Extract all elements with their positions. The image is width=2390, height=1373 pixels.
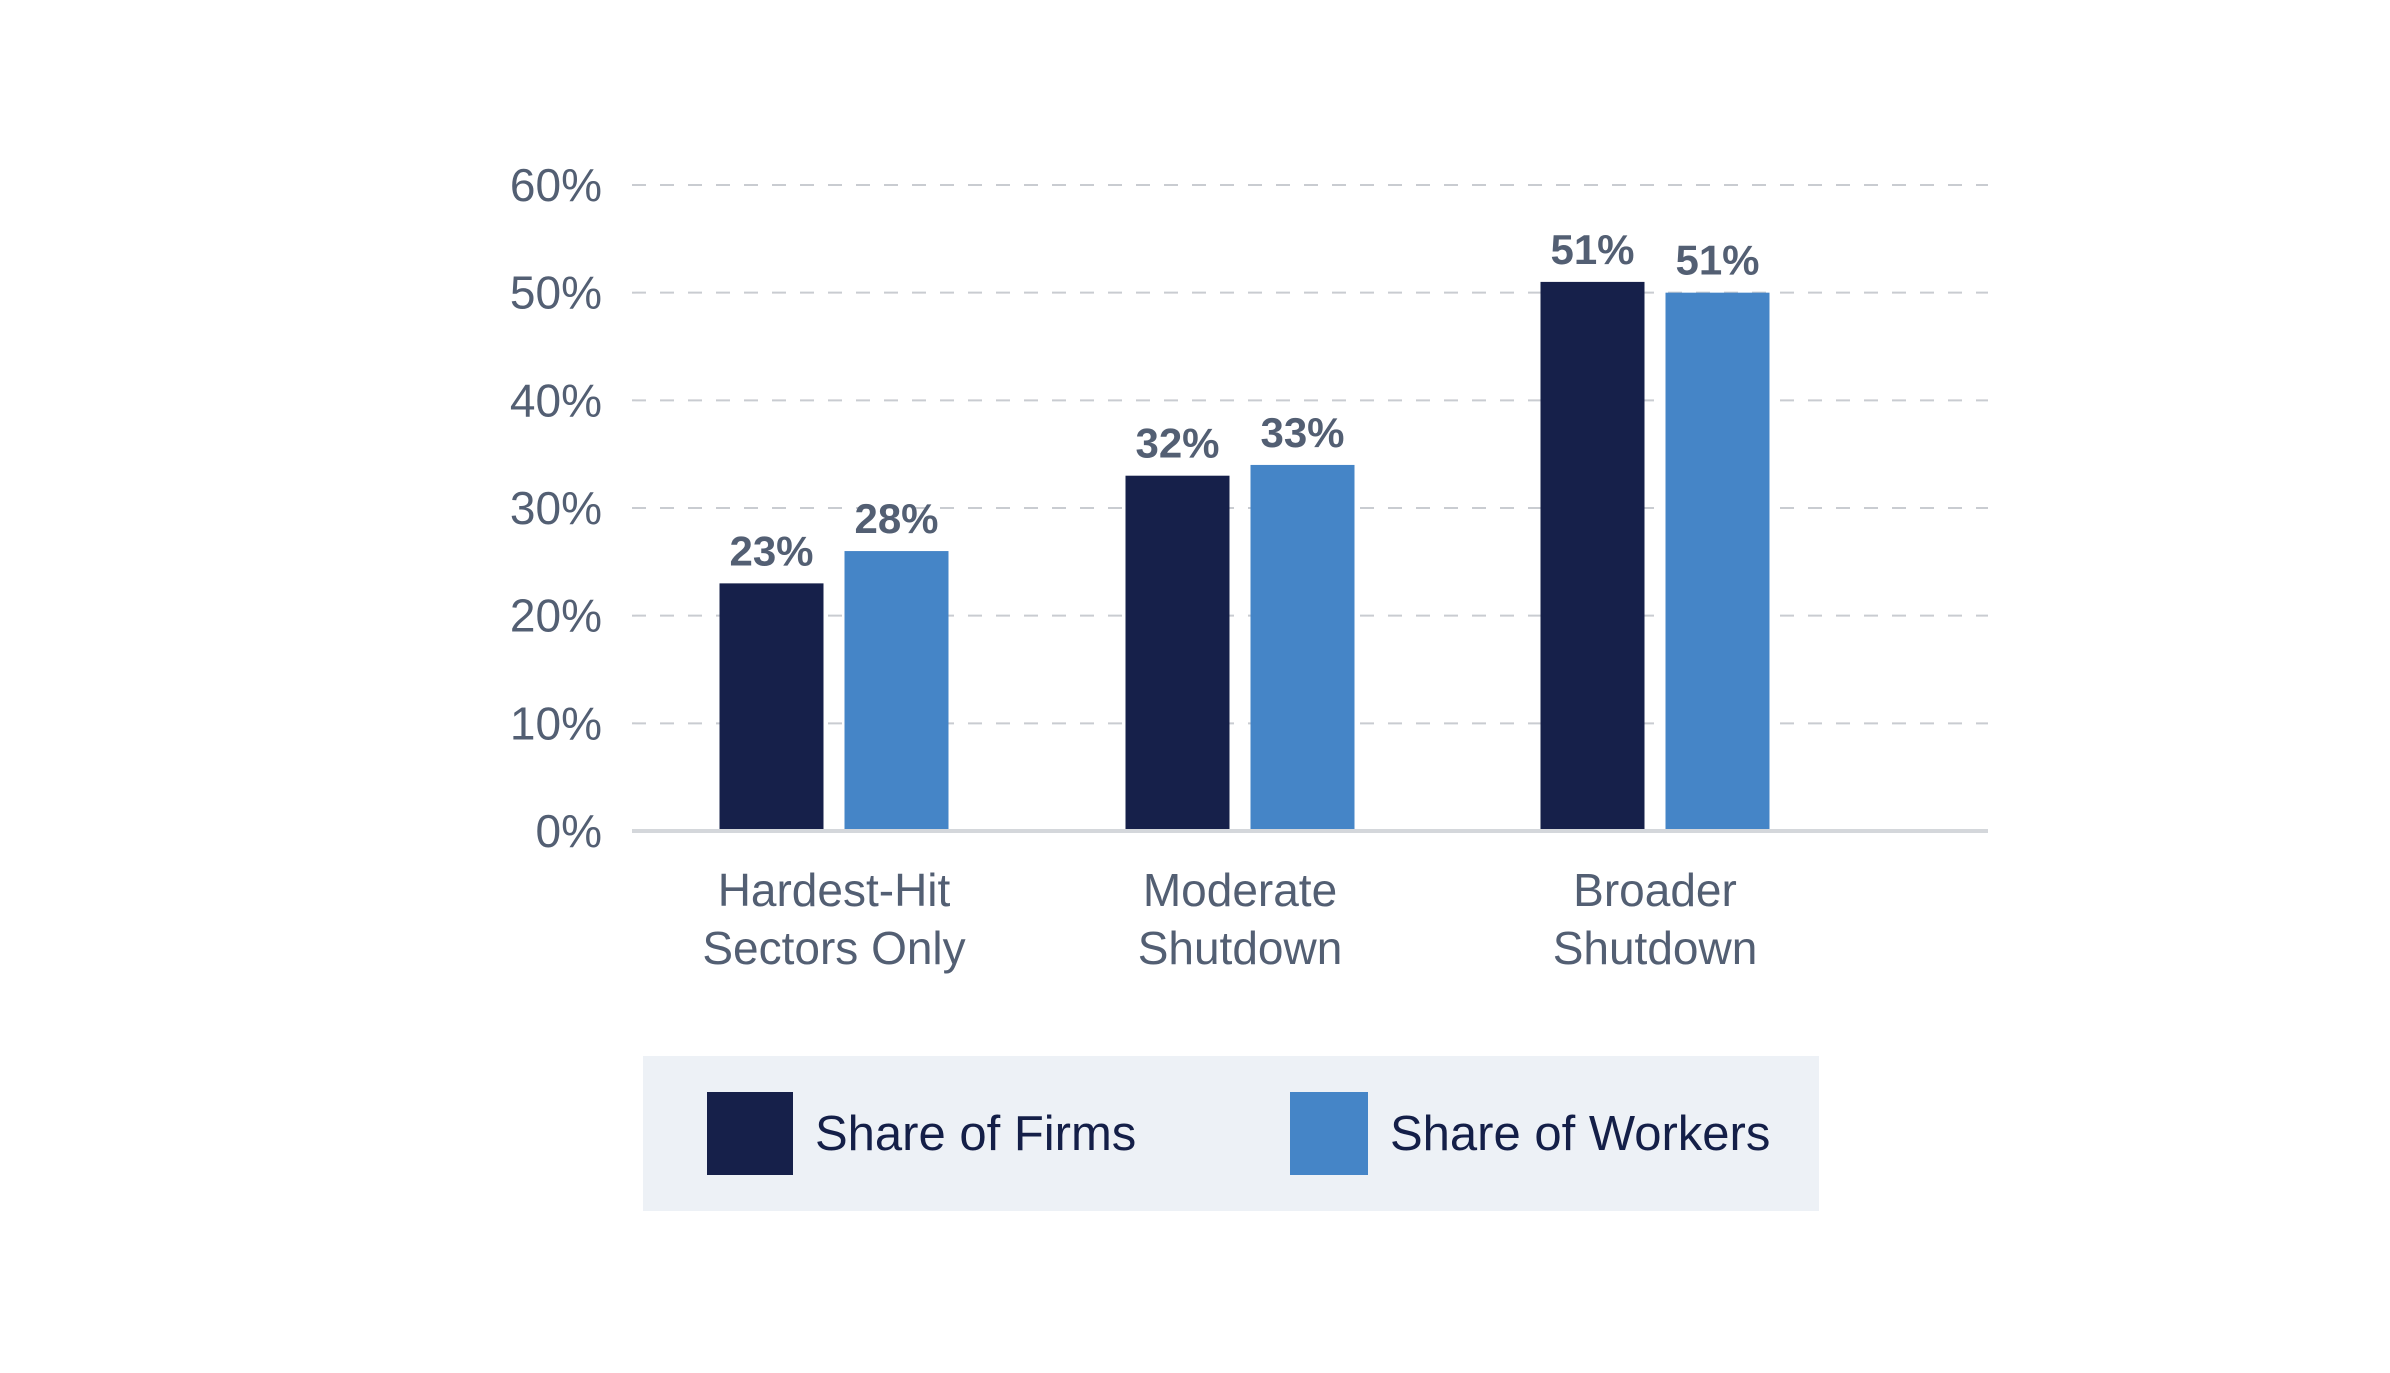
value-labels: 23% 32% 51% 28% 33% 51% [729,226,1759,574]
data-label: 23% [729,527,813,574]
category-labels: Hardest-Hit Sectors Only Moderate Shutdown B… [702,864,1757,974]
bar [1250,464,1355,831]
legend: Share of Firms Share of Workers [643,1056,1819,1211]
data-label: 28% [854,495,938,542]
y-axis-ticks: 0% 10% 20% 30% 40% 50% 60% [510,159,602,857]
y-tick-label: 40% [510,374,602,426]
legend-label-firms: Share of Firms [815,1106,1137,1161]
y-tick-label: 10% [510,697,602,749]
x-tick-label: Moderate Shutdown [1138,864,1343,974]
legend-label-workers: Share of Workers [1390,1106,1771,1161]
data-label: 51% [1550,226,1634,273]
y-tick-label: 20% [510,590,602,642]
y-tick-label: 50% [510,267,602,319]
legend-item-firms: Share of Firms [707,1091,1136,1176]
legend-item-workers: Share of Workers [1290,1091,1770,1176]
bars [719,281,1770,832]
bar [1540,281,1645,831]
y-tick-label: 60% [510,159,602,211]
x-tick-label: Broader Shutdown [1553,864,1758,974]
legend-swatch-firms [707,1092,793,1175]
bar [844,551,949,831]
bar [719,583,824,831]
bar [1665,292,1770,832]
data-label: 51% [1675,237,1759,284]
bar [1125,475,1230,831]
data-label: 32% [1135,420,1219,467]
data-label: 33% [1260,409,1344,456]
legend-swatch-workers [1290,1092,1368,1175]
x-tick-label: Hardest-Hit Sectors Only [702,864,965,974]
y-tick-label: 30% [510,482,602,534]
y-tick-label: 0% [536,805,602,857]
